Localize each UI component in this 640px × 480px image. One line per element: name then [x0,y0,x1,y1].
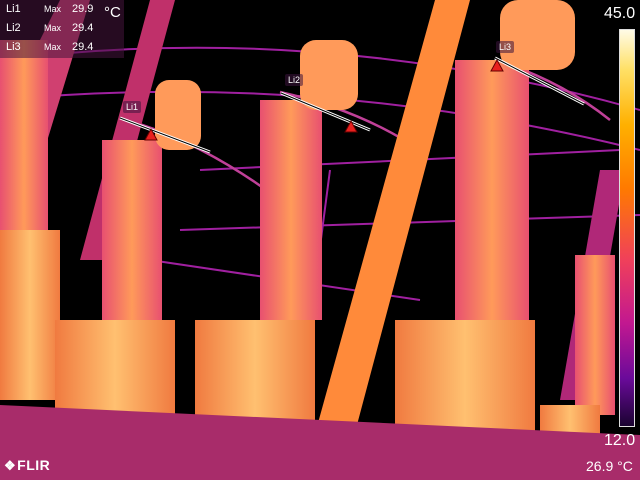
scale-max-value: 45.0 [604,5,636,22]
line-label-li1: Li1 [123,101,142,113]
measurement-value: 29.9 [72,3,94,15]
measurement-lines-inner [119,57,585,153]
measurement-max-label: Max [44,4,62,14]
measurement-row-li1: Li1 Max 29.9 [0,0,124,19]
insulator-3 [395,0,575,440]
logo-text: FLIR [17,457,51,473]
measurement-max-label: Max [44,23,62,33]
flir-logo: ❖FLIR [4,457,50,474]
measurement-max-label: Max [44,42,62,52]
ground-frame [0,405,640,480]
measurement-name: Li2 [6,22,21,34]
measurement-row-li3: Li3 Max 29.4 [0,38,124,57]
measurement-name: Li1 [6,3,21,15]
measurement-row-li2: Li2 Max 29.4 [0,19,124,38]
insulator-2 [195,40,358,430]
max-marker-li1 [144,127,158,141]
line-label-li3: Li3 [496,41,515,53]
line-label-li2: Li2 [285,74,304,86]
insulator-left-edge [0,40,60,400]
max-markers [144,58,504,141]
color-scale-bar [619,29,635,427]
measurement-value: 29.4 [72,41,94,53]
flir-mark-icon: ❖ [4,458,17,473]
measurement-value: 29.4 [72,22,94,34]
measurement-panel: Li1 Max 29.9 Li2 Max 29.4 Li3 Max 29.4 °… [0,0,124,58]
scale-min-value: 12.0 [604,432,636,449]
measurement-name: Li3 [6,41,21,53]
max-marker-li2 [344,119,358,133]
max-marker-li3 [490,58,504,72]
spot-temperature-readout: 26.9 °C [586,458,633,474]
temperature-unit: °C [104,4,121,21]
